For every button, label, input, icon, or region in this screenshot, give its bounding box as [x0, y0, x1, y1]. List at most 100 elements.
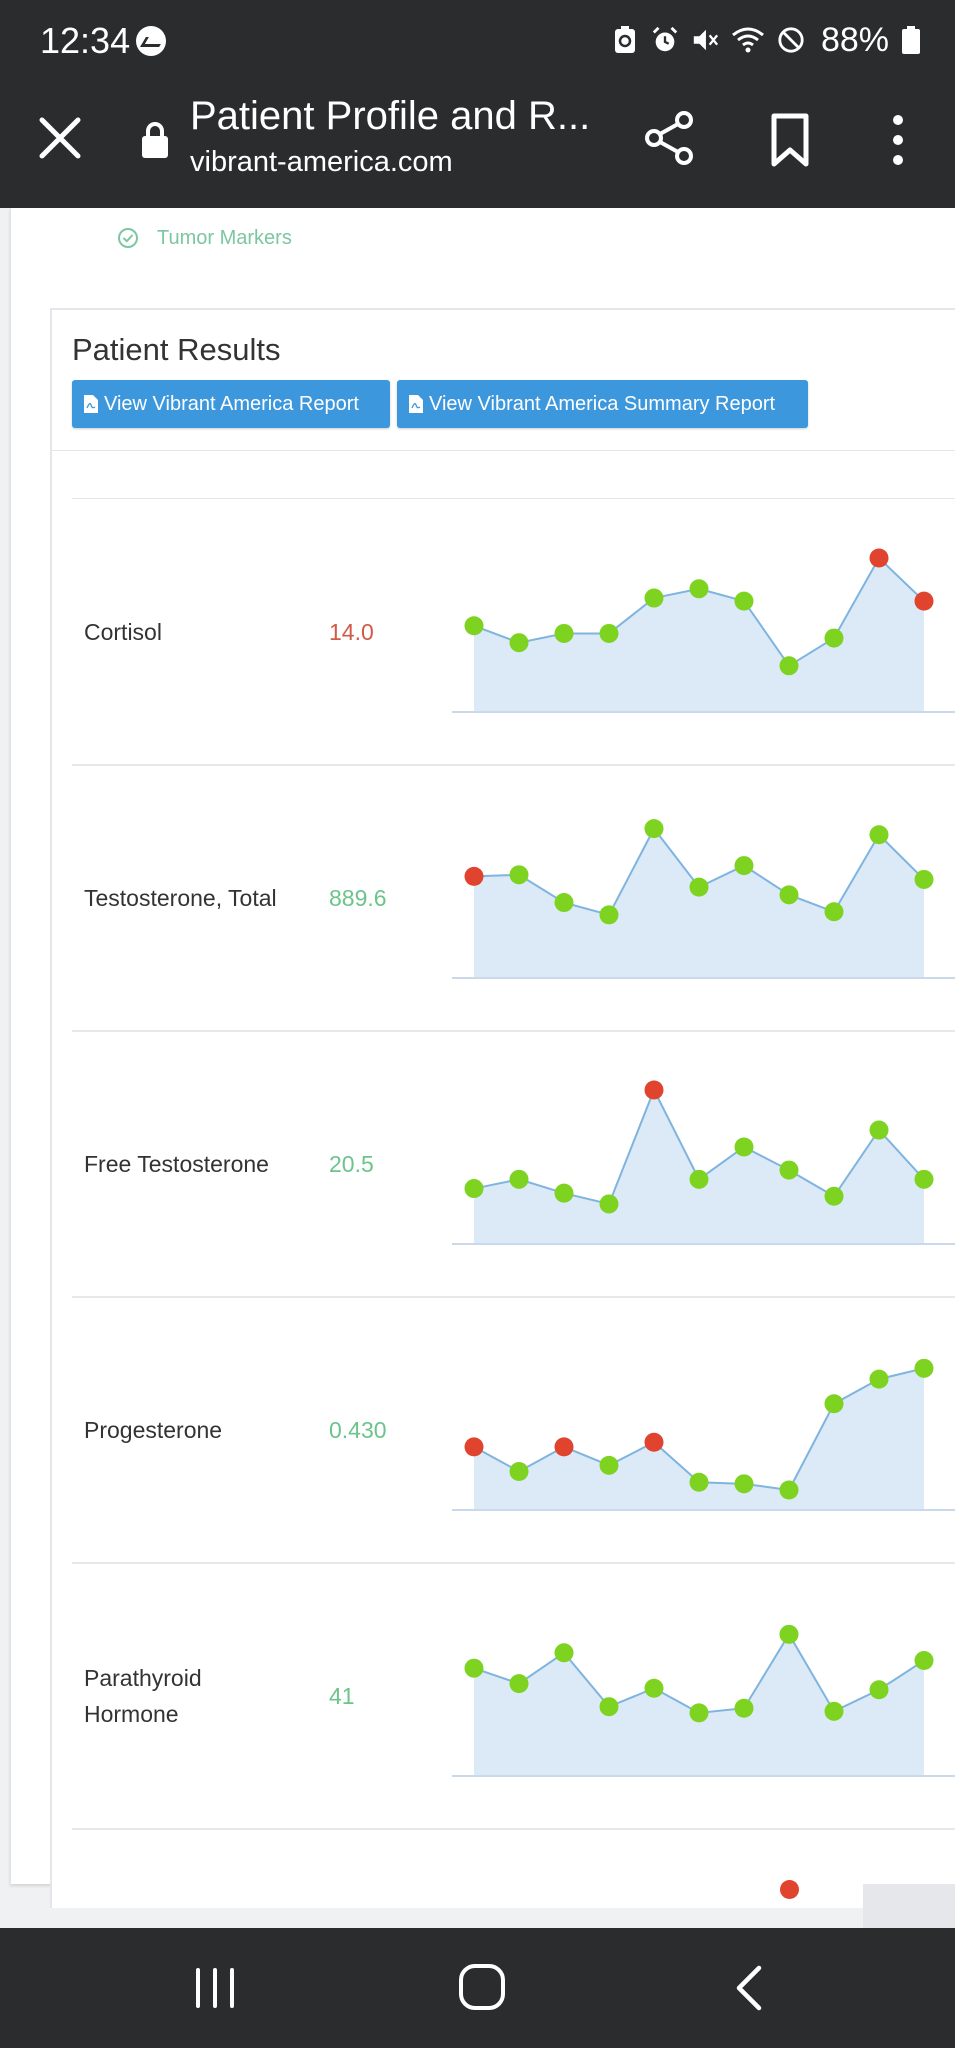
page-content: Tumor Markers Patient Results View Vibra…	[0, 208, 955, 1928]
sparkline-point[interactable]	[464, 866, 484, 886]
sparkline-point[interactable]	[599, 1455, 619, 1475]
bookmark-icon[interactable]	[760, 110, 820, 170]
sparkline-point[interactable]	[509, 1462, 529, 1481]
sparkline-point[interactable]	[689, 877, 709, 897]
status-bar: 12:34	[0, 0, 955, 80]
sparkline-area	[474, 558, 924, 712]
view-report-label: View Vibrant America Report	[104, 392, 359, 415]
sparkline-point[interactable]	[779, 1480, 799, 1500]
status-time: 12:34	[40, 20, 131, 61]
sparkline-point[interactable]	[554, 623, 574, 643]
result-row[interactable]: Free Testosterone 20.5	[72, 1032, 955, 1298]
sparkline-point[interactable]	[779, 1624, 799, 1644]
sparkline-point[interactable]	[824, 902, 844, 922]
sparkline-point[interactable]	[869, 1680, 889, 1700]
sparkline-point[interactable]	[464, 1658, 484, 1678]
sparkline-point[interactable]	[509, 1169, 529, 1189]
sparkline-point[interactable]	[644, 1080, 664, 1100]
result-value: 20.5	[329, 1151, 374, 1177]
sparkline-point[interactable]	[780, 1880, 799, 1899]
sparkline-point[interactable]	[869, 825, 889, 845]
recent-apps-icon[interactable]	[180, 1958, 250, 2018]
sparkline-point[interactable]	[554, 893, 574, 913]
messenger-icon	[136, 26, 166, 56]
sparkline-point[interactable]	[869, 548, 889, 568]
sparkline-point[interactable]	[914, 1651, 934, 1670]
home-icon[interactable]	[447, 1958, 517, 2018]
sparkline-point[interactable]	[464, 1437, 484, 1457]
back-icon[interactable]	[715, 1958, 785, 2018]
sparkline-point[interactable]	[869, 1369, 889, 1389]
sparkline-point[interactable]	[689, 1703, 709, 1723]
sparkline-point[interactable]	[734, 1474, 754, 1494]
sparkline-point[interactable]	[509, 633, 529, 653]
sparkline-point[interactable]	[824, 1701, 844, 1721]
page-title[interactable]: Patient Profile and R...	[190, 94, 591, 138]
sparkline-point[interactable]	[554, 1643, 574, 1663]
sparkline-point[interactable]	[599, 623, 619, 643]
result-value: 0.430	[329, 1417, 387, 1443]
sparkline-point[interactable]	[644, 1432, 664, 1452]
result-row[interactable]: Progesterone 0.430	[72, 1298, 955, 1564]
result-row[interactable]: Testosterone, Total 889.6	[72, 766, 955, 1032]
scroll-area-corner	[863, 1884, 955, 1928]
sparkline-point[interactable]	[914, 1169, 934, 1189]
sparkline-point[interactable]	[914, 869, 934, 889]
result-row[interactable]: Parathyroid Hormone 41	[72, 1564, 955, 1830]
sparkline-point[interactable]	[779, 656, 799, 676]
patient-results-panel: Patient Results View Vibrant America Rep…	[50, 308, 955, 1908]
sparkline-point[interactable]	[734, 591, 754, 611]
sparkline-point[interactable]	[464, 1179, 484, 1199]
result-sparkline	[452, 819, 955, 979]
sparkline-point[interactable]	[914, 591, 934, 611]
sparkline-point[interactable]	[599, 1697, 619, 1717]
sparkline-point[interactable]	[509, 1674, 529, 1694]
sparkline-point[interactable]	[464, 616, 484, 636]
sparkline-point[interactable]	[779, 1160, 799, 1180]
check-circle-icon	[118, 228, 138, 248]
results-title: Patient Results	[72, 332, 281, 367]
sparkline-point[interactable]	[734, 1137, 754, 1157]
sparkline-point[interactable]	[824, 1186, 844, 1206]
share-icon[interactable]	[640, 108, 700, 168]
sparkline-point[interactable]	[644, 819, 664, 839]
sparkline-point[interactable]	[779, 885, 799, 905]
view-summary-report-button[interactable]: View Vibrant America Summary Report	[397, 380, 808, 428]
browser-toolbar: Patient Profile and R... vibrant-america…	[0, 80, 955, 208]
sparkline-point[interactable]	[689, 1169, 709, 1189]
sparkline-point[interactable]	[869, 1120, 889, 1140]
result-value: 889.6	[329, 885, 387, 911]
sparkline-point[interactable]	[644, 1678, 664, 1698]
sparkline-point[interactable]	[689, 579, 709, 599]
sparkline-point[interactable]	[734, 1698, 754, 1718]
tumor-markers-item[interactable]: Tumor Markers	[117, 218, 292, 258]
view-report-button[interactable]: View Vibrant America Report	[72, 380, 390, 428]
alarm-icon	[652, 26, 678, 52]
sparkline-point[interactable]	[554, 1437, 574, 1457]
more-options-icon[interactable]	[868, 110, 928, 170]
sparkline-point[interactable]	[644, 588, 664, 608]
sparkline-point[interactable]	[689, 1472, 709, 1492]
sparkline-point[interactable]	[554, 1183, 574, 1203]
sparkline-area	[474, 1634, 924, 1776]
sparkline-point[interactable]	[599, 1194, 619, 1214]
sparkline-area	[474, 828, 924, 978]
tumor-markers-label: Tumor Markers	[157, 226, 292, 249]
result-row[interactable]: Cortisol 14.0	[72, 500, 955, 766]
sparkline-point[interactable]	[509, 865, 529, 885]
status-icons: 88%	[611, 16, 921, 64]
system-navigation-bar	[0, 1928, 955, 2048]
result-name: Parathyroid Hormone	[84, 1665, 202, 1727]
battery-percent: 88%	[820, 20, 889, 59]
sparkline-point[interactable]	[914, 1358, 934, 1378]
mute-icon	[693, 29, 718, 51]
sparkline-point[interactable]	[824, 1394, 844, 1414]
result-value: 14.0	[329, 619, 374, 645]
result-sparkline	[452, 548, 955, 713]
page-domain[interactable]: vibrant-america.com	[190, 146, 453, 178]
sparkline-point[interactable]	[599, 905, 619, 925]
sparkline-point[interactable]	[824, 628, 844, 648]
sparkline-point[interactable]	[734, 856, 754, 876]
close-icon[interactable]	[32, 110, 88, 166]
